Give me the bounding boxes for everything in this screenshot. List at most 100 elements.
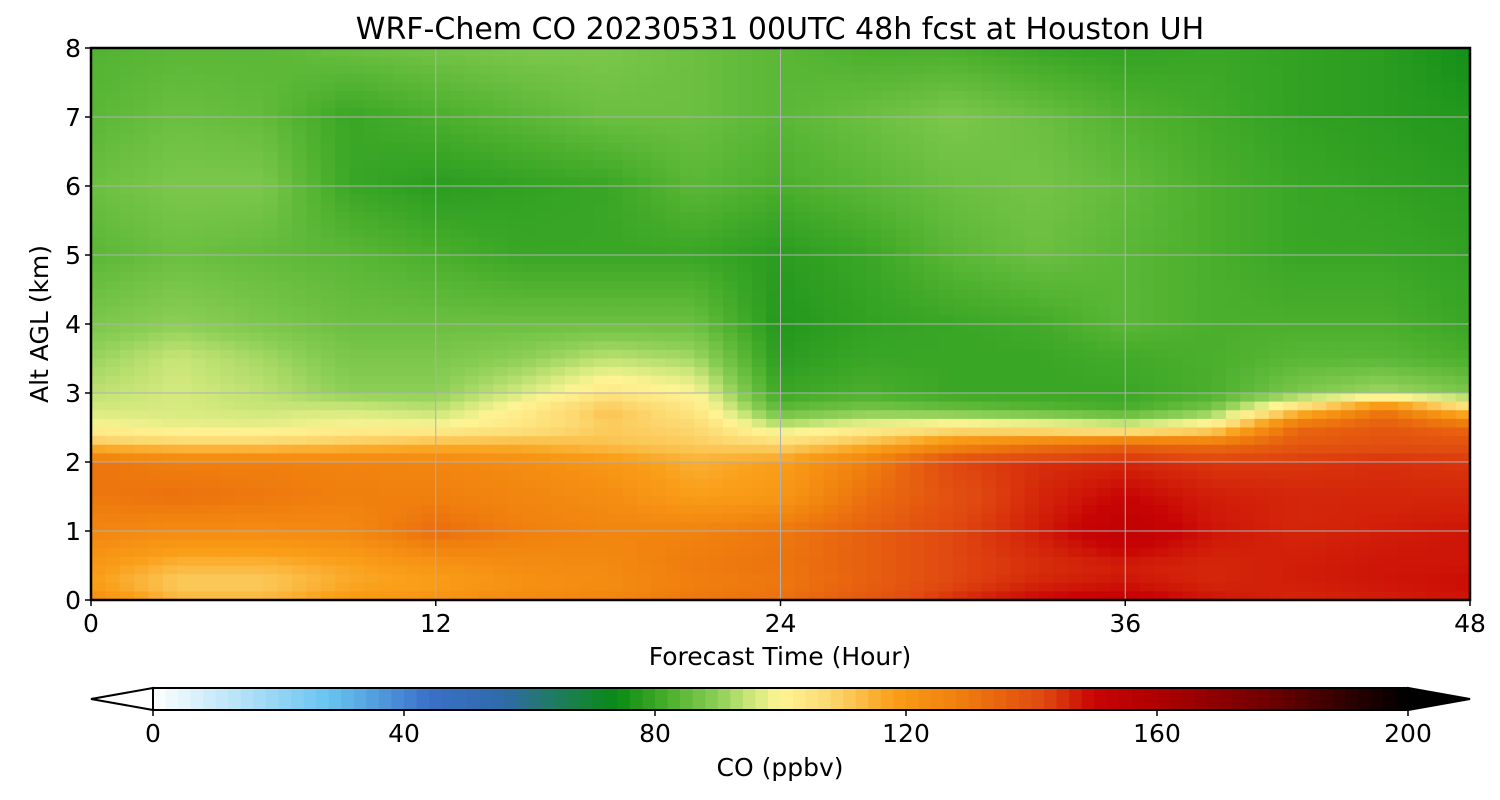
heatmap-cell: [493, 194, 509, 204]
heatmap-cell: [421, 237, 437, 247]
heatmap-cell: [565, 56, 580, 66]
heatmap-cell: [536, 367, 552, 377]
heatmap-cell: [593, 280, 609, 291]
heatmap-cell: [694, 375, 710, 385]
heatmap-cell: [1441, 444, 1457, 454]
heatmap-cell: [277, 65, 293, 75]
heatmap-cell: [234, 108, 250, 118]
heatmap-cell: [1168, 384, 1184, 394]
heatmap-cell: [694, 280, 710, 291]
heatmap-cell: [1326, 280, 1342, 291]
heatmap-cell: [177, 82, 193, 92]
heatmap-cell: [191, 125, 207, 135]
heatmap-cell: [478, 444, 494, 454]
heatmap-cell: [909, 444, 925, 454]
heatmap-cell: [550, 298, 566, 308]
heatmap-cell: [421, 280, 437, 291]
heatmap-cell: [1441, 332, 1457, 342]
heatmap-cell: [162, 108, 178, 118]
heatmap-cell: [608, 263, 624, 273]
heatmap-cell: [1110, 194, 1126, 204]
heatmap-cell: [1053, 393, 1069, 403]
heatmap-cell: [881, 229, 897, 239]
heatmap-cell: [636, 142, 652, 153]
heatmap-cell: [220, 306, 236, 316]
heatmap-cell: [608, 470, 624, 480]
heatmap-cell: [478, 367, 494, 377]
heatmap-cell: [622, 134, 638, 144]
heatmap-cell: [1096, 289, 1112, 299]
heatmap-cell: [162, 229, 178, 239]
heatmap-cell: [1082, 470, 1098, 480]
heatmap-cell: [952, 73, 968, 84]
heatmap-cell: [1297, 470, 1313, 480]
heatmap-cell: [938, 324, 954, 334]
heatmap-cell: [895, 203, 911, 213]
heatmap-cell: [952, 168, 968, 178]
heatmap-cell: [1398, 142, 1414, 153]
heatmap-cell: [1441, 479, 1457, 489]
heatmap-cell: [1024, 142, 1040, 153]
heatmap-cell: [723, 99, 738, 109]
heatmap-cell: [1211, 349, 1227, 360]
heatmap-cell: [1441, 160, 1457, 170]
heatmap-cell: [335, 211, 351, 222]
heatmap-cell: [205, 117, 221, 127]
heatmap-cell: [1197, 410, 1213, 420]
heatmap-cell: [881, 358, 897, 368]
heatmap-cell: [995, 108, 1011, 118]
heatmap-cell: [177, 65, 193, 75]
heatmap-cell: [1254, 229, 1270, 239]
heatmap-cell: [292, 211, 308, 222]
heatmap-cell: [766, 117, 782, 127]
heatmap-cell: [464, 151, 480, 161]
heatmap-cell: [220, 453, 236, 463]
heatmap-cell: [435, 462, 451, 472]
heatmap-cell: [780, 211, 796, 222]
heatmap-cell: [794, 487, 810, 498]
heatmap-cell: [1455, 410, 1470, 420]
heatmap-cell: [91, 73, 106, 84]
heatmap-cell: [866, 82, 882, 92]
heatmap-cell: [134, 436, 150, 446]
heatmap-cell: [1340, 289, 1356, 299]
heatmap-cell: [435, 479, 451, 489]
heatmap-cell: [91, 462, 106, 472]
heatmap-cell: [737, 393, 753, 403]
heatmap-cell: [1053, 142, 1069, 153]
heatmap-cell: [335, 142, 351, 153]
heatmap-cell: [837, 384, 853, 394]
heatmap-cell: [349, 324, 365, 334]
heatmap-cell: [1125, 358, 1141, 368]
heatmap-cell: [1168, 289, 1184, 299]
heatmap-cell: [1168, 108, 1184, 118]
heatmap-cell: [809, 349, 825, 360]
heatmap-cell: [191, 367, 207, 377]
heatmap-cell: [593, 427, 609, 437]
heatmap-cell: [1096, 453, 1112, 463]
heatmap-cell: [1283, 186, 1299, 196]
heatmap-cell: [881, 73, 897, 84]
plot-area: [89, 46, 1472, 602]
heatmap-cell: [521, 393, 537, 403]
heatmap-cell: [363, 332, 379, 342]
heatmap-cell: [852, 125, 868, 135]
heatmap-cell: [809, 237, 825, 247]
heatmap-cell: [1297, 444, 1313, 454]
heatmap-cell: [435, 349, 451, 360]
heatmap-cell: [1340, 436, 1356, 446]
heatmap-cell: [249, 246, 264, 256]
heatmap-cell: [1369, 142, 1385, 153]
heatmap-cell: [1297, 91, 1313, 101]
heatmap-cell: [895, 186, 911, 196]
heatmap-cell: [1096, 48, 1112, 58]
heatmap-cell: [349, 272, 365, 282]
heatmap-cell: [1355, 462, 1371, 472]
heatmap-cell: [91, 142, 106, 153]
heatmap-cell: [766, 289, 782, 299]
heatmap-cell: [1441, 255, 1457, 265]
heatmap-cell: [866, 332, 882, 342]
heatmap-cell: [91, 211, 106, 222]
heatmap-cell: [565, 418, 580, 429]
